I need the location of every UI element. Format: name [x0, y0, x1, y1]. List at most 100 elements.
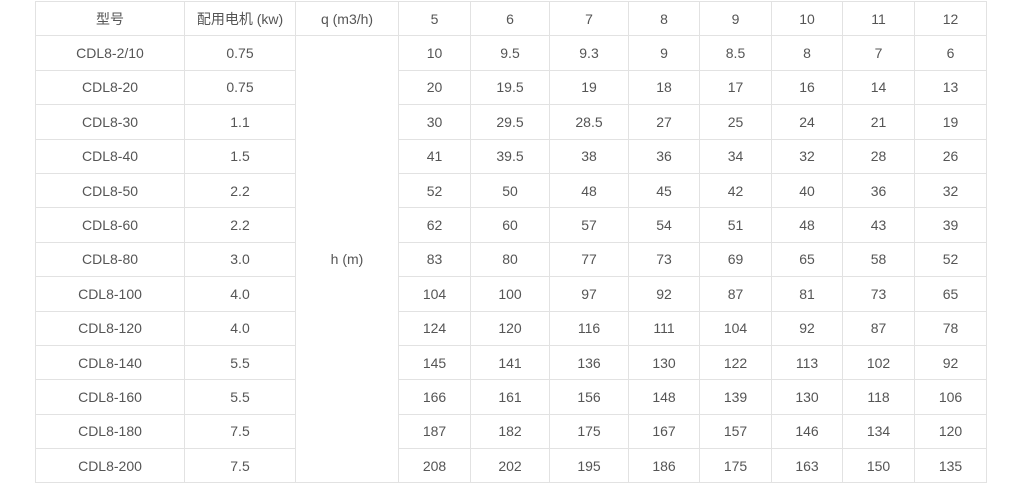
table-row: CDL8-2/10 0.75 h (m) 10 9.5 9.3 9 8.5 8 7 6: [35, 35, 987, 483]
head-value-cell: 34: [699, 138, 772, 174]
head-value-cell: 62: [398, 207, 471, 243]
head-value-cell: 9.3: [549, 35, 629, 71]
table-row: CDL8-180 7.5 187 182 175 167 157 146 134 120: [35, 413, 987, 450]
head-value-cell: 156: [549, 379, 629, 415]
head-value-cell: 116: [549, 310, 629, 346]
head-value-cell: 187: [398, 413, 471, 450]
head-value-cell: 146: [771, 413, 843, 450]
motor-cell: 2.2: [184, 207, 296, 243]
table-row: CDL8-160 5.5 166 161 156 148 139 130 118 106: [35, 379, 987, 415]
head-value-cell: 48: [771, 207, 843, 243]
motor-cell: 4.0: [184, 310, 296, 346]
head-value-cell: 26: [914, 138, 987, 174]
column-header: 5: [398, 0, 471, 37]
column-header: 10: [771, 0, 843, 37]
head-value-cell: 18: [628, 69, 700, 106]
head-value-cell: 83: [398, 241, 471, 278]
head-value-cell: 166: [398, 379, 471, 415]
head-value-cell: 120: [914, 413, 987, 450]
head-value-cell: 19.5: [470, 69, 550, 106]
head-value-cell: 118: [842, 379, 915, 415]
head-value-cell: 104: [699, 310, 772, 346]
head-value-cell: 92: [771, 310, 843, 346]
table-row: CDL8-40 1.5 41 39.5 38 36 34 32 28 26: [35, 138, 987, 174]
model-cell: CDL8-120: [35, 310, 185, 346]
head-value-cell: 167: [628, 413, 700, 450]
motor-cell: 2.2: [184, 172, 296, 209]
head-value-cell: 136: [549, 344, 629, 381]
head-value-cell: 145: [398, 344, 471, 381]
head-value-cell: 106: [914, 379, 987, 415]
head-value-cell: 104: [398, 276, 471, 312]
head-value-cell: 150: [842, 448, 915, 483]
head-value-cell: 186: [628, 448, 700, 483]
head-value-cell: 78: [914, 310, 987, 346]
head-value-cell: 135: [914, 448, 987, 483]
head-value-cell: 130: [628, 344, 700, 381]
motor-cell: 5.5: [184, 379, 296, 415]
head-value-cell: 120: [470, 310, 550, 346]
head-value-cell: 50: [470, 172, 550, 209]
head-value-cell: 124: [398, 310, 471, 346]
head-value-cell: 51: [699, 207, 772, 243]
head-value-cell: 87: [699, 276, 772, 312]
head-value-cell: 73: [842, 276, 915, 312]
motor-cell: 0.75: [184, 35, 296, 71]
head-value-cell: 182: [470, 413, 550, 450]
head-value-cell: 9.5: [470, 35, 550, 71]
model-cell: CDL8-140: [35, 344, 185, 381]
motor-cell: 1.1: [184, 104, 296, 140]
head-value-cell: 28: [842, 138, 915, 174]
head-value-cell: 9: [628, 35, 700, 71]
model-cell: CDL8-50: [35, 172, 185, 209]
head-value-cell: 8: [771, 35, 843, 71]
head-value-cell: 29.5: [470, 104, 550, 140]
head-value-cell: 113: [771, 344, 843, 381]
head-value-cell: 52: [398, 172, 471, 209]
head-value-cell: 39.5: [470, 138, 550, 174]
head-value-cell: 16: [771, 69, 843, 106]
head-value-cell: 14: [842, 69, 915, 106]
table-row: CDL8-140 5.5 145 141 136 130 122 113 102 92: [35, 344, 987, 381]
table-row: CDL8-100 4.0 104 100 97 92 87 81 73 65: [35, 276, 987, 312]
head-value-cell: 40: [771, 172, 843, 209]
head-value-cell: 20: [398, 69, 471, 106]
head-value-cell: 54: [628, 207, 700, 243]
column-header: 6: [470, 0, 550, 37]
motor-cell: 4.0: [184, 276, 296, 312]
head-value-cell: 139: [699, 379, 772, 415]
head-value-cell: 195: [549, 448, 629, 483]
column-header: 7: [549, 0, 629, 37]
model-cell: CDL8-30: [35, 104, 185, 140]
head-value-cell: 39: [914, 207, 987, 243]
model-cell: CDL8-180: [35, 413, 185, 450]
head-value-cell: 65: [914, 276, 987, 312]
head-value-cell: 77: [549, 241, 629, 278]
model-cell: CDL8-2/10: [35, 35, 185, 71]
head-value-cell: 202: [470, 448, 550, 483]
head-value-cell: 32: [914, 172, 987, 209]
head-value-cell: 80: [470, 241, 550, 278]
model-cell: CDL8-80: [35, 241, 185, 278]
column-header: 配用电机 (kw): [184, 0, 296, 37]
head-value-cell: 161: [470, 379, 550, 415]
head-value-cell: 175: [699, 448, 772, 483]
head-value-cell: 38: [549, 138, 629, 174]
head-value-cell: 10: [398, 35, 471, 71]
motor-cell: 0.75: [184, 69, 296, 106]
pump-performance-table: 型号 配用电机 (kw) q (m3/h) 5 6 7 8 9 10 11 12 CDL8-2/10 0…: [35, 0, 987, 483]
table-row: CDL8-30 1.1 30 29.5 28.5 27 25 24 21 19: [35, 104, 987, 140]
model-cell: CDL8-100: [35, 276, 185, 312]
head-value-cell: 7: [842, 35, 915, 71]
head-value-cell: 13: [914, 69, 987, 106]
head-value-cell: 65: [771, 241, 843, 278]
head-value-cell: 8.5: [699, 35, 772, 71]
column-header: 11: [842, 0, 915, 37]
table-row: CDL8-60 2.2 62 60 57 54 51 48 43 39: [35, 207, 987, 243]
model-cell: CDL8-60: [35, 207, 185, 243]
head-value-cell: 97: [549, 276, 629, 312]
motor-cell: 1.5: [184, 138, 296, 174]
column-header: 8: [628, 0, 700, 37]
head-value-cell: 157: [699, 413, 772, 450]
head-value-cell: 41: [398, 138, 471, 174]
